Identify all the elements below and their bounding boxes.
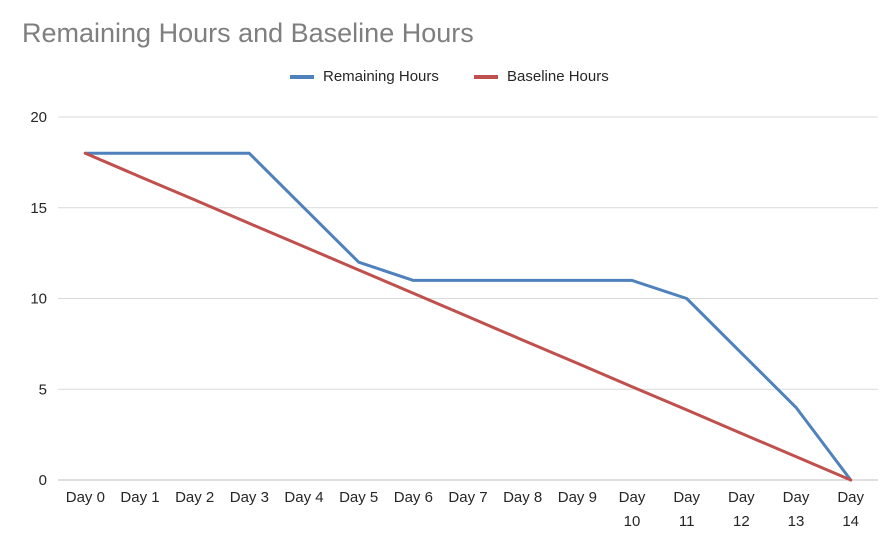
x-tick-label: Day 7 [448,489,487,506]
series-line-baseline-hours [83,151,853,482]
x-axis-ticks: Day 0 Day 1 Day 2 Day 3 Day 4 Day 5 Day 6 Day 7… [66,489,865,530]
y-axis-ticks: 0 5 10 15 20 [30,109,47,489]
x-tick-label: Day 6 [394,489,433,506]
legend: Remaining Hours Baseline Hours [0,68,893,90]
x-tick-label: Day 13 [783,489,810,530]
legend-label-baseline-hours: Baseline Hours [507,68,609,85]
x-tick-label: Day 8 [503,489,542,506]
y-tick-label: 0 [39,472,47,489]
y-tick-label: 20 [30,109,47,126]
legend-item-baseline-hours: Baseline Hours [474,68,609,85]
y-tick-label: 10 [30,291,47,308]
series-lines [83,151,853,482]
x-tick-label: Day 0 [66,489,105,506]
x-tick-label: Day 2 [175,489,214,506]
y-tick-label: 15 [30,200,47,217]
series-line-remaining-hours [83,151,853,482]
x-tick-label: Day 5 [339,489,378,506]
gridlines [58,116,878,481]
x-tick-label: Day 11 [673,489,700,530]
x-tick-label: Day 4 [284,489,323,506]
x-tick-label: Day 3 [230,489,269,506]
legend-swatch-remaining-hours [290,74,314,79]
x-tick-label: Day 10 [619,489,646,530]
x-tick-label: Day 12 [728,489,755,530]
x-tick-label: Day 1 [120,489,159,506]
chart-title: Remaining Hours and Baseline Hours [22,18,474,48]
legend-label-remaining-hours: Remaining Hours [323,68,439,85]
legend-swatch-baseline-hours [474,74,498,79]
y-tick-label: 5 [39,381,47,398]
x-tick-label: Day 9 [558,489,597,506]
x-tick-label: Day 14 [837,489,864,530]
legend-item-remaining-hours: Remaining Hours [290,68,439,85]
